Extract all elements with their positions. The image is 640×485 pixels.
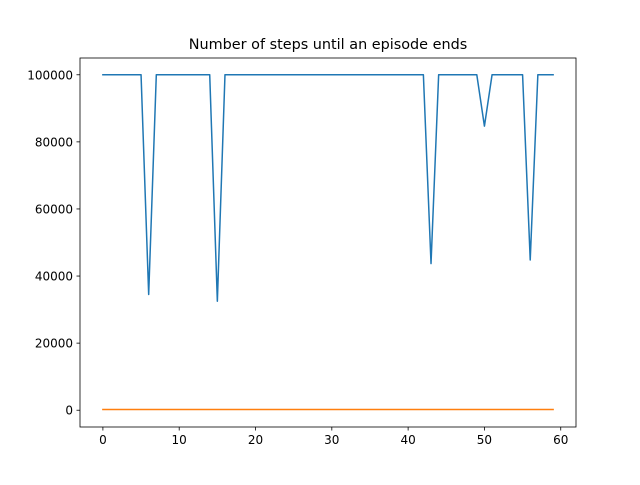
x-tick-label: 0 (99, 433, 107, 447)
axes-frame (79, 57, 577, 428)
y-tick-label: 60000 (35, 202, 73, 216)
x-tick-label: 30 (324, 433, 339, 447)
y-axis: 0 20000 40000 60000 80000 100000 (27, 68, 80, 418)
y-tick-label: 0 (65, 404, 73, 418)
x-tick-label: 10 (172, 433, 187, 447)
y-tick-label: 100000 (27, 68, 73, 82)
y-tick-label: 80000 (35, 135, 73, 149)
x-tick-label: 20 (248, 433, 263, 447)
x-tick-label: 40 (400, 433, 415, 447)
x-axis: 0 10 20 30 40 50 60 (99, 427, 568, 447)
y-tick-label: 40000 (35, 270, 73, 284)
plot-area (102, 74, 554, 411)
x-tick-label: 50 (477, 433, 492, 447)
series-line-1 (102, 74, 554, 302)
x-tick-label: 60 (553, 433, 568, 447)
y-tick-label: 20000 (35, 337, 73, 351)
chart-title: Number of steps until an episode ends (189, 37, 467, 53)
